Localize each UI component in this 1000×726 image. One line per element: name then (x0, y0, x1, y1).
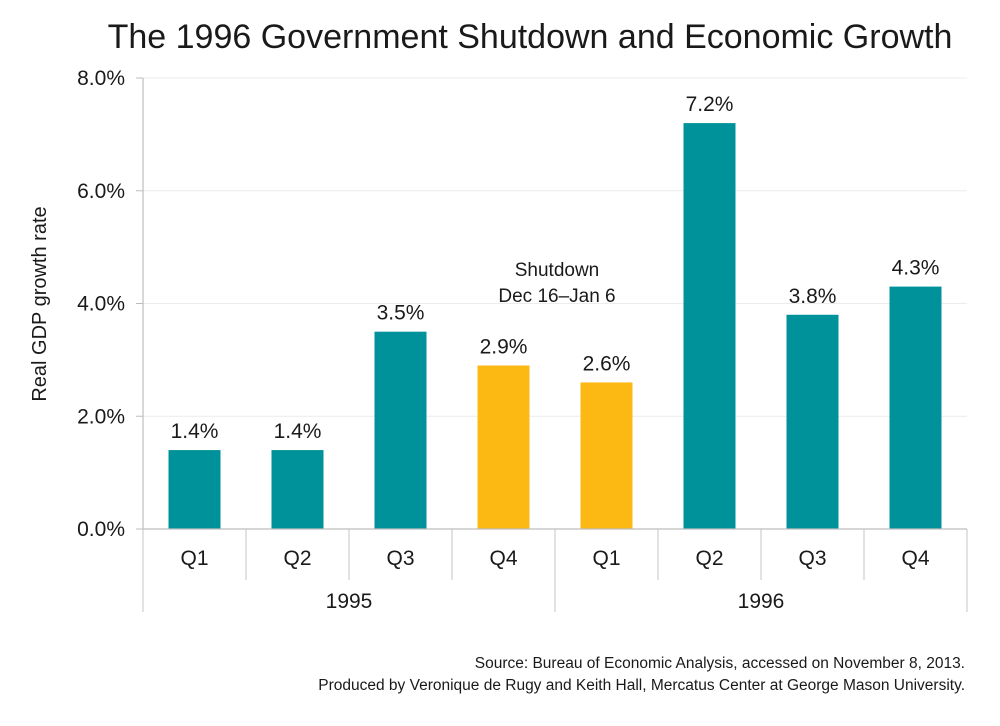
y-tick-label: 0.0% (77, 518, 125, 541)
annotation-line-2: Dec 16–Jan 6 (498, 286, 615, 307)
bars (168, 123, 942, 529)
x-tick-label: Q2 (695, 547, 723, 570)
x-tick-label: Q3 (798, 547, 826, 570)
data-label: 3.5% (377, 302, 425, 325)
source-line-2: Produced by Veronique de Rugy and Keith … (318, 677, 965, 694)
annotation-line-1: Shutdown (515, 260, 600, 281)
y-tick-label: 6.0% (77, 180, 125, 203)
y-axis-ticks: 0.0% 2.0% 4.0% 6.0% 8.0% (77, 67, 143, 541)
data-label: 4.3% (892, 257, 940, 280)
data-labels: 1.4% 1.4% 3.5% 2.9% 2.6% 7.2% 3.8% 4.3% (171, 93, 940, 443)
bar (580, 382, 633, 529)
data-label: 2.9% (480, 336, 528, 359)
x-axis: Q1 Q2 Q3 Q4 Q1 Q2 Q3 Q4 1995 1996 (142, 78, 968, 613)
y-axis-label: Real GDP growth rate (29, 206, 51, 401)
x-group-label: 1996 (738, 590, 785, 613)
x-tick-label: Q1 (592, 547, 620, 570)
bar (683, 123, 736, 529)
x-tick-label: Q1 (180, 547, 208, 570)
y-tick-label: 8.0% (77, 67, 125, 90)
bar (786, 314, 839, 529)
y-tick-label: 2.0% (77, 405, 125, 428)
x-tick-label: Q2 (283, 547, 311, 570)
data-label: 3.8% (789, 285, 837, 308)
bar (271, 450, 324, 529)
data-label: 1.4% (171, 420, 219, 443)
source-line-1: Source: Bureau of Economic Analysis, acc… (475, 655, 965, 672)
bar (889, 286, 942, 529)
chart-title: The 1996 Government Shutdown and Economi… (108, 18, 953, 56)
x-tick-label: Q4 (489, 547, 517, 570)
data-label: 2.6% (583, 352, 631, 375)
data-label: 7.2% (686, 93, 734, 116)
gridlines (143, 77, 967, 417)
data-label: 1.4% (274, 420, 322, 443)
y-tick-label: 4.0% (77, 293, 125, 316)
bar (168, 450, 221, 529)
bar (477, 365, 530, 529)
x-tick-label: Q3 (386, 547, 414, 570)
x-tick-label: Q4 (901, 547, 929, 570)
bar (374, 331, 427, 529)
x-group-label: 1995 (326, 590, 373, 613)
